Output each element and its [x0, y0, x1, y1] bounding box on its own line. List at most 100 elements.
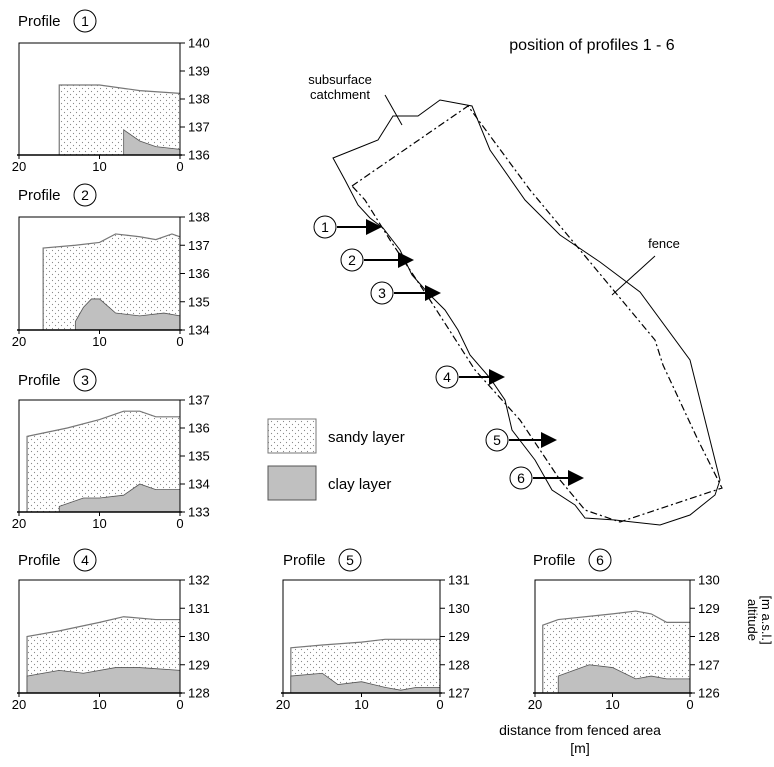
profile-position-map: position of profiles 1 - 6 subsurface ca…	[308, 37, 723, 526]
profile-3-x-tick-label: 0	[176, 516, 183, 531]
profile-6-y-tick-label: 127	[698, 657, 720, 672]
profile-1-surface-line	[58, 84, 181, 155]
profile-4-surface-line	[26, 616, 180, 693]
fence-leader-line	[611, 255, 656, 296]
profile-4-x-tick-label: 20	[12, 697, 26, 712]
profile-1-number: 1	[81, 13, 89, 29]
profile-4-x-tick-label: 10	[92, 697, 106, 712]
profile-5-y-tick-label: 131	[448, 573, 470, 588]
profile-1-y-tick-label: 140	[188, 36, 210, 51]
profile-4-x-tick-label: 0	[176, 697, 183, 712]
subsurface-catchment-outline	[332, 99, 721, 526]
profile-4-y-tick-label: 132	[188, 573, 210, 588]
profile-1-x-tick-label: 10	[92, 159, 106, 174]
profile-5-number: 5	[346, 552, 354, 568]
profile-3-y-tick-label: 136	[188, 421, 210, 436]
profile-3-y-tick-label: 137	[188, 393, 210, 408]
profile-markers: 1 2 3 4 5 6	[313, 215, 584, 490]
profile-5-y-tick-label: 127	[448, 686, 470, 701]
map-marker-2-label: 2	[348, 252, 356, 268]
profile-6-x-tick-label: 10	[605, 697, 619, 712]
catchment-label-line2: catchment	[310, 87, 370, 102]
profile-6-x-tick-label: 0	[686, 697, 693, 712]
profile-2-y-tick-label: 135	[188, 294, 210, 309]
catchment-label-line1: subsurface	[308, 72, 372, 87]
profile-2-y-tick-label: 134	[188, 323, 210, 338]
profile-2-number-circle	[73, 183, 97, 207]
profile-3-number-circle	[73, 368, 97, 392]
profile-2-sandy-layer	[43, 233, 181, 330]
map-marker-5-circle	[485, 428, 509, 452]
profile-6-title: Profile	[533, 552, 576, 569]
profile-5-title: Profile	[283, 552, 326, 569]
profile-2-y-tick-label: 137	[188, 238, 210, 253]
profile-4-title: Profile	[18, 552, 61, 569]
altitude-unit: [m a.s.l.]	[759, 595, 774, 644]
profile-2-x-tick-label: 10	[92, 334, 106, 349]
profile-5-x-tick-label: 20	[276, 697, 290, 712]
profile-4-y-tick-label: 128	[188, 686, 210, 701]
distance-label: distance from fenced area	[499, 722, 661, 738]
profile-2-x-tick-label: 20	[12, 334, 26, 349]
profile-3-number: 3	[81, 372, 89, 388]
profile-5-y-tick-label: 130	[448, 601, 470, 616]
profile-4-y-tick-label: 130	[188, 629, 210, 644]
legend-clay-label: clay layer	[328, 476, 391, 493]
profile-3-x-tick-label: 20	[12, 516, 26, 531]
profile-2-number: 2	[81, 187, 89, 203]
profile-6-y-tick-label: 129	[698, 601, 720, 616]
profile-1-title: Profile	[18, 13, 61, 30]
profile-6-y-tick-label: 126	[698, 686, 720, 701]
profile-6-number-circle	[588, 548, 612, 572]
map-marker-5-label: 5	[493, 432, 501, 448]
legend-sandy-label: sandy layer	[328, 429, 405, 446]
profile-2-x-tick-label: 0	[176, 334, 183, 349]
profile-3-title: Profile	[18, 372, 61, 389]
profile-1-x-tick-label: 0	[176, 159, 183, 174]
profile-5-y-tick-label: 129	[448, 629, 470, 644]
profile-6-y-tick-label: 130	[698, 573, 720, 588]
profile-1-y-tick-label: 139	[188, 64, 210, 79]
profile-3-y-tick-label: 134	[188, 477, 210, 492]
profile-3-y-tick-label: 135	[188, 449, 210, 464]
legend-clay-swatch	[267, 465, 317, 501]
profile-4-number: 4	[81, 552, 89, 568]
profile-4-y-tick-label: 131	[188, 601, 210, 616]
map-marker-2-circle	[340, 248, 364, 272]
profile-2-y-tick-label: 138	[188, 210, 210, 225]
altitude-label: altitude	[745, 599, 760, 641]
fence-label: fence	[648, 236, 680, 251]
map-marker-3-label: 3	[378, 285, 386, 301]
profile-4-y-tick-label: 129	[188, 657, 210, 672]
profile-6-number: 6	[596, 552, 604, 568]
profile-1-number-circle	[73, 9, 97, 33]
profile-5-x-tick-label: 10	[354, 697, 368, 712]
map-title: position of profiles 1 - 6	[509, 37, 675, 54]
profile-6-x-tick-label: 20	[528, 697, 542, 712]
profile-1-sandy-layer	[59, 85, 180, 155]
profile-2-title: Profile	[18, 187, 61, 204]
map-marker-6-label: 6	[517, 470, 525, 486]
profile-2-chart: 134 135 136 137 138 20 10 0 Profile 2	[12, 183, 210, 349]
profile-1-x-tick-label: 20	[12, 159, 26, 174]
map-marker-4-label: 4	[443, 369, 451, 385]
profile-3-y-tick-label: 133	[188, 505, 210, 520]
profile-1-y-tick-label: 136	[188, 148, 210, 163]
profile-2-y-tick-label: 136	[188, 266, 210, 281]
profile-4-chart: 128 129 130 131 132 20 10 0 Profile 4	[12, 548, 210, 712]
profile-4-number-circle	[73, 548, 97, 572]
profile-5-y-tick-label: 128	[448, 657, 470, 672]
profile-5-chart: 127 128 129 130 131 20 10 0 Profile 5	[276, 548, 470, 712]
map-marker-3-circle	[370, 281, 394, 305]
profile-3-surface-line	[26, 410, 180, 512]
profile-5-x-tick-label: 0	[436, 697, 443, 712]
map-marker-1-label: 1	[321, 219, 329, 235]
catchment-leader-line	[384, 94, 403, 126]
map-marker-4-circle	[435, 365, 459, 389]
profile-1-y-tick-label: 138	[188, 92, 210, 107]
profile-6-y-tick-label: 128	[698, 629, 720, 644]
profile-3-x-tick-label: 10	[92, 516, 106, 531]
profile-5-number-circle	[338, 548, 362, 572]
legend-sandy-swatch	[267, 418, 317, 454]
